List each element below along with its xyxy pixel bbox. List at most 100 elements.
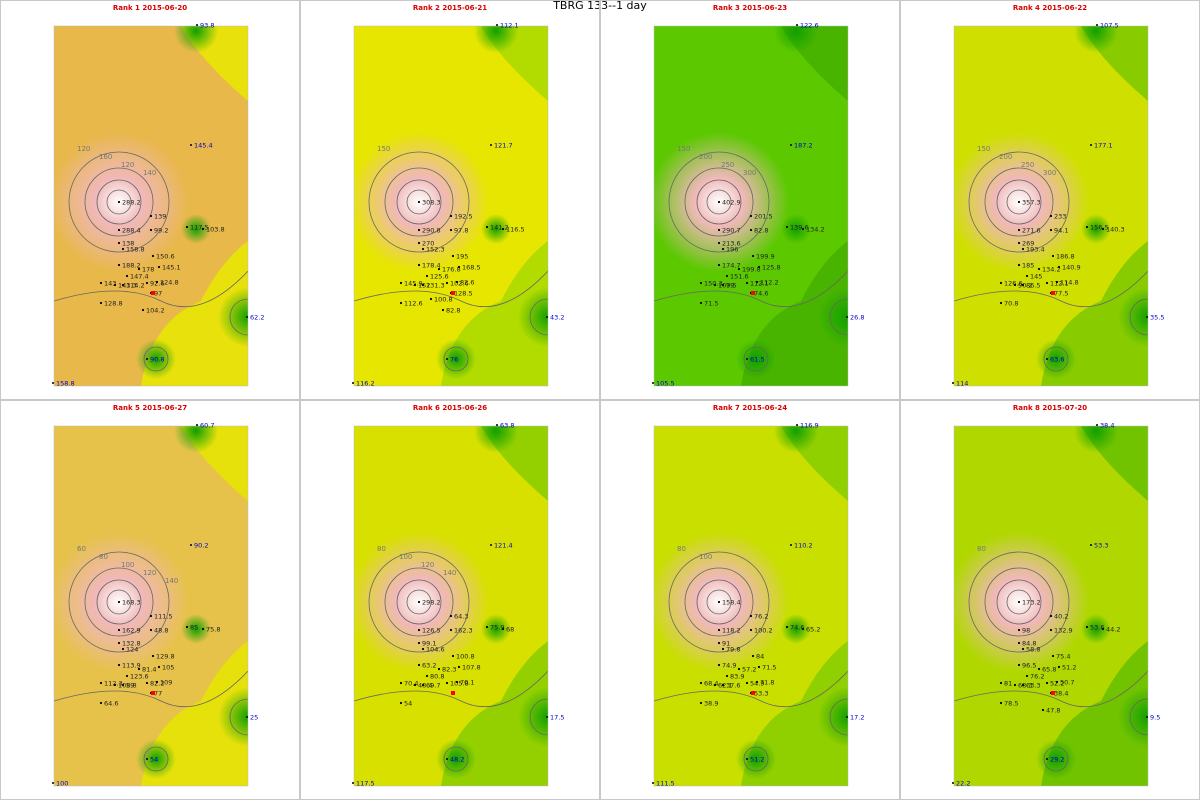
edge-value: 51.2 bbox=[750, 756, 764, 764]
field-frame bbox=[953, 425, 1149, 787]
station-point bbox=[749, 628, 753, 632]
station-point bbox=[1049, 614, 1053, 618]
contour-label: 120 bbox=[143, 569, 156, 577]
contour-label: 100 bbox=[699, 553, 712, 561]
contour-line bbox=[68, 151, 170, 253]
station-point bbox=[417, 263, 421, 267]
contour-line bbox=[954, 670, 1148, 708]
contour-label: 250 bbox=[1021, 161, 1034, 169]
edge-value: 145.4 bbox=[194, 142, 213, 150]
station-point bbox=[757, 665, 761, 669]
contour-label: 120 bbox=[121, 161, 134, 169]
station-value: 118.2 bbox=[722, 627, 741, 635]
station-point bbox=[755, 680, 759, 684]
station-value: 145.1 bbox=[162, 264, 181, 272]
station-point bbox=[1017, 663, 1021, 667]
panel-3: Rank 3 2015-06-23 150 200 250 300 402.9 290.7 8… bbox=[600, 0, 900, 400]
station-value: 83.9 bbox=[730, 673, 744, 681]
field-low-region bbox=[741, 26, 848, 386]
field-low-spot bbox=[181, 614, 211, 644]
station-value: 79.8 bbox=[726, 646, 740, 654]
station-value: 75.8 bbox=[206, 626, 220, 634]
contour-line bbox=[229, 298, 248, 336]
station-point bbox=[117, 241, 121, 245]
station-point bbox=[1051, 654, 1055, 658]
edge-point bbox=[790, 544, 792, 546]
edge-value: 61.5 bbox=[750, 356, 764, 364]
station-point bbox=[457, 265, 461, 269]
contour-line bbox=[696, 179, 742, 225]
station-value: 105.8 bbox=[450, 680, 469, 688]
contour-line bbox=[406, 589, 432, 615]
edge-point bbox=[1096, 424, 1098, 426]
contour-line bbox=[143, 346, 169, 372]
station-value: 150.3 bbox=[704, 280, 723, 288]
contour-line bbox=[1043, 746, 1069, 772]
interpolated-field: 150 200 250 300 bbox=[654, 26, 848, 386]
station-value: 64.3 bbox=[454, 613, 468, 621]
station-value: 91 bbox=[722, 640, 730, 648]
station-point bbox=[1101, 227, 1105, 231]
station-value: 185 bbox=[1022, 262, 1034, 270]
station-point bbox=[421, 247, 425, 251]
edge-value: 121.4 bbox=[494, 542, 513, 550]
station-value: 125.6 bbox=[430, 273, 449, 281]
edge-point bbox=[246, 316, 248, 318]
edge-point bbox=[796, 424, 798, 426]
contour-line bbox=[106, 189, 132, 215]
panel-6: Rank 6 2015-06-26 80 100 120 140 298.2 126.5 16… bbox=[300, 400, 600, 800]
station-point bbox=[721, 647, 725, 651]
station-point bbox=[437, 267, 441, 271]
station-point bbox=[1085, 625, 1089, 629]
edge-value: 100 bbox=[56, 780, 68, 788]
station-value: 86.5 bbox=[1026, 282, 1040, 290]
field-low-region bbox=[1041, 426, 1148, 786]
field-low-spot bbox=[174, 426, 218, 453]
edge-point bbox=[246, 716, 248, 718]
station-value: 158.8 bbox=[126, 246, 145, 254]
contour-line bbox=[68, 551, 170, 653]
station-point bbox=[449, 614, 453, 618]
station-value: 82.8 bbox=[446, 307, 460, 315]
field-frame bbox=[353, 425, 549, 787]
station-point bbox=[785, 625, 789, 629]
station-value: 54.9 bbox=[750, 680, 764, 688]
station-value: 193.4 bbox=[1026, 246, 1045, 254]
station-value: 96.5 bbox=[1022, 662, 1036, 670]
station-value: 402.9 bbox=[722, 199, 741, 207]
field-low-spot bbox=[218, 287, 248, 347]
station-value: 178.4 bbox=[422, 262, 441, 270]
station-point bbox=[699, 701, 703, 705]
edge-point bbox=[1090, 144, 1092, 146]
station-point bbox=[117, 228, 121, 232]
contour-label: 120 bbox=[77, 145, 90, 153]
station-value: 195 bbox=[456, 253, 468, 261]
station-point bbox=[141, 308, 145, 312]
contour-line bbox=[984, 567, 1054, 637]
station-value: 81.4 bbox=[142, 666, 156, 674]
panel-title: Rank 1 2015-06-20 bbox=[112, 4, 188, 12]
contour-line bbox=[996, 579, 1042, 625]
station-value: 125.8 bbox=[762, 264, 781, 272]
station-value: 40.2 bbox=[1054, 613, 1068, 621]
edge-value: 26.8 bbox=[850, 314, 864, 322]
station-point bbox=[451, 654, 455, 658]
station-point bbox=[717, 228, 721, 232]
field-low-spot bbox=[1074, 426, 1118, 453]
contour-line bbox=[1129, 698, 1148, 736]
station-point bbox=[717, 628, 721, 632]
station-point bbox=[1045, 681, 1049, 685]
station-point bbox=[1021, 283, 1025, 287]
field-low-spot bbox=[774, 26, 818, 53]
contour-line bbox=[829, 698, 848, 736]
station-value: 139.6 bbox=[790, 224, 809, 232]
edge-value: 90.8 bbox=[150, 356, 164, 364]
station-value: 100.8 bbox=[456, 653, 475, 661]
station-value: 162.3 bbox=[454, 627, 473, 635]
edge-point bbox=[846, 716, 848, 718]
contour-line bbox=[396, 179, 442, 225]
station-point bbox=[121, 647, 125, 651]
contour-label: 300 bbox=[743, 169, 756, 177]
